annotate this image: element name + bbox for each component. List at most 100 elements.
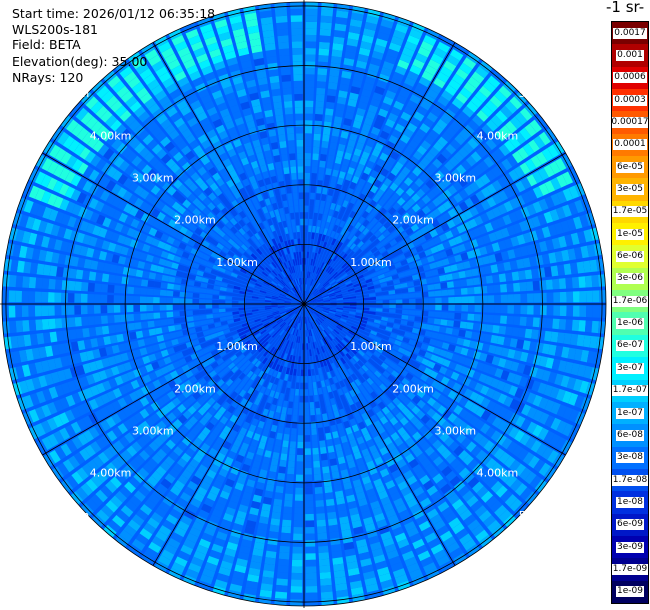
- range-gate: [408, 262, 417, 269]
- range-gate: [323, 282, 330, 288]
- range-gate: [374, 85, 386, 96]
- range-gate: [359, 280, 367, 286]
- range-gate: [9, 274, 17, 288]
- range-gate: [280, 532, 291, 540]
- range-gate: [493, 284, 501, 293]
- range-gate: [402, 299, 410, 304]
- range-gate: [420, 156, 431, 167]
- range-gate: [550, 177, 562, 191]
- range-gate: [378, 108, 389, 118]
- range-gate: [532, 280, 540, 291]
- range-gate: [313, 460, 321, 468]
- ray: [304, 28, 440, 304]
- ray: [304, 304, 606, 318]
- range-gate: [555, 157, 567, 172]
- range-gate: [323, 306, 331, 308]
- range-gate: [346, 240, 354, 248]
- range-gate: [579, 214, 589, 228]
- range-gate: [369, 307, 377, 312]
- range-gate: [485, 244, 494, 254]
- range-gate: [329, 69, 340, 77]
- range-gate: [113, 295, 121, 303]
- range-gate: [583, 229, 593, 243]
- range-gate: [520, 177, 532, 190]
- range-gate: [67, 305, 75, 315]
- ray: [304, 12, 396, 304]
- range-gate: [309, 296, 315, 301]
- range-gate: [485, 100, 498, 113]
- range-gate: [463, 124, 475, 136]
- range-gate: [482, 234, 491, 245]
- range-gate: [133, 287, 141, 295]
- range-gate: [336, 305, 344, 308]
- range-gate: [36, 263, 45, 275]
- range-gate: [140, 279, 149, 287]
- range-gate: [315, 94, 325, 102]
- range-gate: [445, 143, 457, 155]
- range-gate: [304, 153, 311, 160]
- range-gate: [415, 310, 422, 316]
- range-gate: [304, 244, 307, 252]
- range-gate: [453, 280, 461, 288]
- range-gate: [323, 305, 331, 307]
- range-gate: [480, 187, 491, 198]
- range-gate: [513, 247, 523, 258]
- range-gate: [360, 202, 368, 211]
- range-gate: [392, 323, 401, 329]
- range-gate: [376, 173, 386, 183]
- range-gate: [570, 262, 579, 275]
- range-gate: [334, 156, 343, 165]
- range-gate: [484, 333, 492, 343]
- range-gate: [271, 511, 281, 520]
- range-gate: [352, 265, 359, 272]
- range-gate: [314, 199, 320, 207]
- range-gate: [415, 82, 428, 93]
- range-gate: [2, 290, 9, 303]
- range-gate: [418, 235, 427, 244]
- range-gate: [317, 74, 327, 82]
- range-gate: [325, 167, 332, 176]
- range-gate: [440, 113, 452, 125]
- range-gate: [321, 2, 334, 11]
- range-gate: [348, 272, 355, 278]
- range-gate: [474, 305, 482, 313]
- range-gate: [218, 304, 226, 308]
- range-gate: [406, 34, 420, 46]
- range-gate: [563, 263, 572, 275]
- range-gate: [498, 85, 512, 99]
- range-gate: [443, 265, 452, 274]
- range-gate: [481, 295, 488, 303]
- range-gate: [364, 76, 376, 86]
- range-gate: [317, 427, 324, 435]
- range-gate: [43, 332, 51, 344]
- ray-wedges: [2, 2, 606, 606]
- range-gate: [166, 311, 174, 318]
- range-gate: [107, 305, 114, 314]
- range-gate: [355, 141, 365, 151]
- range-gate: [313, 280, 317, 287]
- range-gate: [451, 328, 460, 336]
- range-gate: [383, 211, 392, 220]
- range-gate: [360, 284, 368, 289]
- ray: [304, 6, 365, 304]
- range-gate: [325, 284, 332, 290]
- range-gate: [80, 305, 88, 315]
- range-gate: [330, 216, 337, 225]
- range-gate: [442, 200, 453, 211]
- range-gate: [450, 227, 460, 237]
- range-gate: [522, 232, 532, 244]
- range-gate: [325, 492, 334, 500]
- range-gate: [28, 276, 37, 289]
- range-gate: [305, 113, 313, 121]
- range-gate: [374, 203, 382, 212]
- range-gate: [218, 300, 226, 304]
- range-gate: [355, 295, 363, 299]
- range-gate: [424, 134, 436, 146]
- range-gate: [490, 166, 502, 178]
- range-gate: [454, 134, 466, 146]
- range-gate: [497, 240, 507, 251]
- range-gate: [382, 60, 395, 71]
- range-gate: [308, 285, 312, 292]
- range-gate: [101, 325, 110, 335]
- range-gate: [454, 288, 462, 296]
